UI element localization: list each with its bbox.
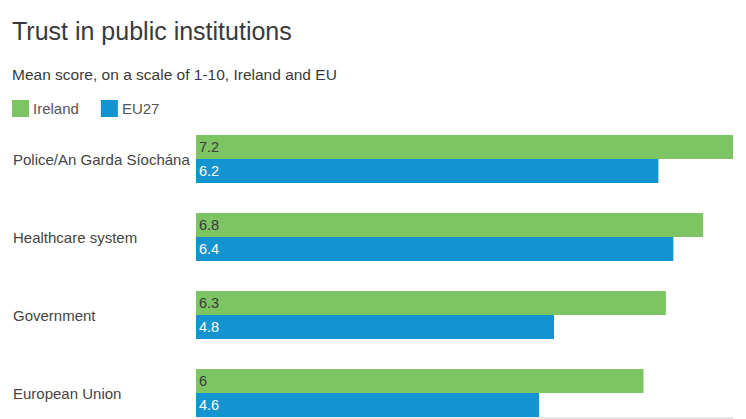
- category-labels: Police/An Garda Síochána Healthcare syste…: [13, 151, 190, 402]
- category-label: European Union: [13, 385, 121, 402]
- data-label: 4.8: [199, 319, 219, 335]
- bar: [196, 237, 673, 261]
- bar: [196, 369, 644, 393]
- legend-label: EU27: [122, 100, 160, 117]
- bar: [196, 213, 703, 237]
- subtitle: Mean score, on a scale of 1-10, Ireland …: [12, 66, 337, 83]
- legend-swatch: [101, 100, 118, 117]
- legend-label: Ireland: [33, 100, 79, 117]
- data-label: 6.4: [199, 241, 219, 257]
- title: Trust in public institutions: [12, 17, 292, 45]
- bars: [196, 135, 733, 417]
- bar: [196, 135, 733, 159]
- legend-swatch: [12, 100, 29, 117]
- data-label: 6: [199, 373, 207, 389]
- chart: Trust in public institutions Mean score, …: [0, 0, 746, 419]
- bar: [196, 159, 658, 183]
- bar: [196, 315, 554, 339]
- x-axis: [197, 418, 734, 419]
- data-labels: 7.2 6.8 6.3 6 6.2 6.4 4.8 4.6: [199, 139, 219, 413]
- data-label: 7.2: [199, 139, 219, 155]
- category-label: Police/An Garda Síochána: [13, 151, 190, 168]
- bar: [196, 291, 666, 315]
- data-label: 6.2: [199, 163, 219, 179]
- bar: [196, 393, 539, 417]
- category-label: Healthcare system: [13, 229, 137, 246]
- data-label: 6.8: [199, 217, 219, 233]
- legend: Ireland EU27: [12, 100, 159, 117]
- category-label: Government: [13, 307, 96, 324]
- x-axis-line: [197, 418, 734, 419]
- data-label: 4.6: [199, 397, 219, 413]
- data-label: 6.3: [199, 295, 219, 311]
